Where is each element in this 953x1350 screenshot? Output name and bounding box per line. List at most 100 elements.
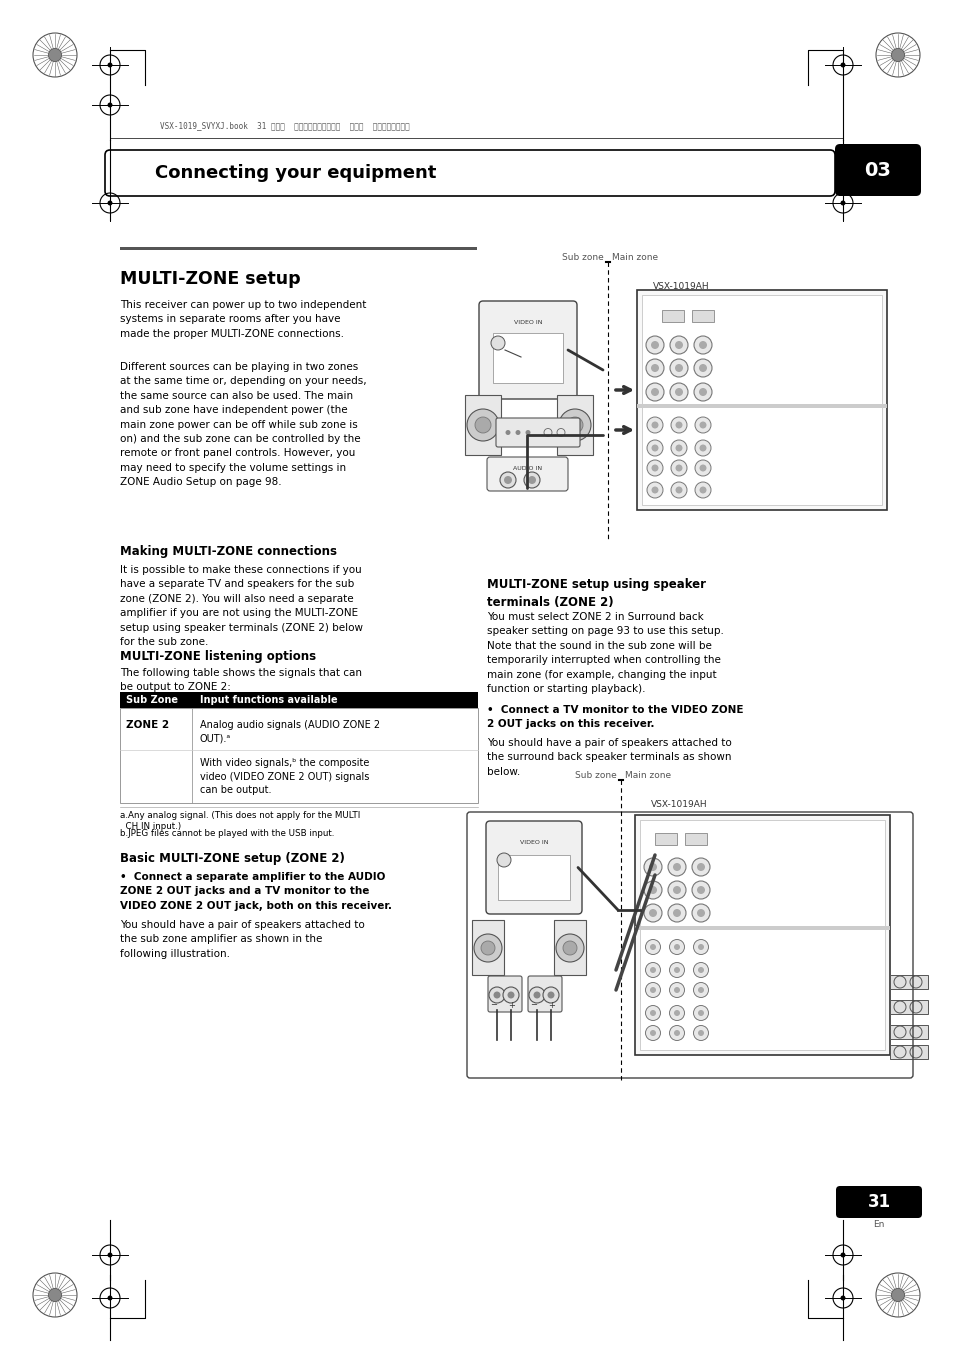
Text: −: − (490, 1000, 497, 1010)
Circle shape (497, 853, 511, 867)
Circle shape (675, 444, 681, 451)
Circle shape (646, 460, 662, 477)
FancyBboxPatch shape (834, 144, 920, 196)
Circle shape (491, 336, 504, 350)
Circle shape (650, 364, 659, 373)
Circle shape (670, 482, 686, 498)
Circle shape (890, 49, 903, 62)
Circle shape (693, 940, 708, 954)
Circle shape (669, 1026, 684, 1041)
Circle shape (649, 967, 656, 973)
Circle shape (698, 944, 703, 950)
Text: Main zone: Main zone (612, 252, 658, 262)
Text: +: + (548, 1000, 555, 1010)
Bar (889, 975, 927, 990)
Circle shape (673, 944, 679, 950)
Circle shape (533, 991, 540, 999)
Text: You should have a pair of speakers attached to
the surround back speaker termina: You should have a pair of speakers attac… (486, 738, 731, 776)
Circle shape (645, 983, 659, 998)
Circle shape (670, 417, 686, 433)
Circle shape (669, 336, 687, 354)
Circle shape (475, 417, 491, 433)
Text: Main zone: Main zone (624, 771, 670, 780)
Circle shape (650, 387, 659, 396)
Circle shape (566, 417, 582, 433)
Text: Sub zone: Sub zone (561, 252, 603, 262)
Bar (635, 926, 889, 930)
Circle shape (108, 1253, 112, 1257)
Text: You must select ZONE 2 in Surround back
speaker setting on page 93 to use this s: You must select ZONE 2 in Surround back … (486, 612, 723, 694)
Circle shape (699, 342, 706, 350)
Text: The following table shows the signals that can
be output to ZONE 2:: The following table shows the signals th… (120, 668, 361, 693)
Circle shape (672, 863, 680, 871)
Circle shape (890, 1288, 903, 1301)
Bar (661, 310, 683, 323)
FancyBboxPatch shape (527, 976, 561, 1012)
Bar (120, 247, 476, 250)
Circle shape (502, 987, 518, 1003)
Circle shape (698, 1030, 703, 1035)
Text: 03: 03 (863, 161, 890, 180)
FancyBboxPatch shape (637, 290, 886, 510)
Circle shape (499, 472, 516, 487)
Circle shape (669, 1006, 684, 1021)
Circle shape (693, 1006, 708, 1021)
Circle shape (698, 967, 703, 973)
Text: MULTI-ZONE setup using speaker
terminals (ZONE 2): MULTI-ZONE setup using speaker terminals… (486, 578, 705, 609)
Circle shape (673, 987, 679, 994)
Text: VIDEO IN: VIDEO IN (519, 840, 548, 845)
Circle shape (699, 486, 706, 494)
Circle shape (651, 464, 658, 471)
Circle shape (645, 336, 663, 354)
Text: a.Any analog signal. (This does not apply for the MULTI
  CH IN input.): a.Any analog signal. (This does not appl… (120, 811, 360, 832)
Circle shape (667, 904, 685, 922)
Bar (557, 396, 593, 455)
Circle shape (675, 364, 682, 373)
FancyBboxPatch shape (835, 1187, 921, 1218)
Circle shape (649, 987, 656, 994)
FancyBboxPatch shape (485, 821, 581, 914)
Text: MULTI-ZONE setup: MULTI-ZONE setup (120, 270, 300, 288)
Text: En: En (872, 1220, 883, 1228)
Circle shape (49, 1288, 62, 1301)
Bar (120, 693, 477, 707)
Bar (497, 855, 569, 900)
Circle shape (651, 444, 658, 451)
Circle shape (646, 482, 662, 498)
Circle shape (691, 904, 709, 922)
Bar (639, 819, 884, 1050)
Circle shape (840, 201, 844, 205)
Circle shape (562, 941, 577, 954)
Circle shape (108, 201, 112, 205)
Circle shape (693, 336, 711, 354)
Circle shape (691, 882, 709, 899)
Circle shape (525, 431, 530, 435)
Circle shape (651, 421, 658, 428)
Text: b.JPEG files cannot be played with the USB input.: b.JPEG files cannot be played with the U… (120, 829, 334, 838)
Circle shape (669, 359, 687, 377)
Circle shape (529, 987, 544, 1003)
Circle shape (467, 409, 498, 441)
Circle shape (893, 1000, 905, 1012)
Text: Sub zone: Sub zone (575, 771, 617, 780)
Circle shape (507, 991, 514, 999)
Bar (472, 919, 503, 975)
Text: −: − (530, 1000, 537, 1010)
Circle shape (542, 987, 558, 1003)
Circle shape (474, 934, 501, 963)
Text: VSX-1019AH: VSX-1019AH (650, 801, 707, 809)
Circle shape (49, 49, 62, 62)
Bar (889, 1025, 927, 1040)
FancyBboxPatch shape (478, 301, 577, 400)
Circle shape (893, 1026, 905, 1038)
Circle shape (670, 440, 686, 456)
Circle shape (669, 383, 687, 401)
Text: •  Connect a TV monitor to the VIDEO ZONE
2 OUT jacks on this receiver.: • Connect a TV monitor to the VIDEO ZONE… (486, 705, 742, 729)
Circle shape (695, 460, 710, 477)
Circle shape (651, 486, 658, 494)
Circle shape (698, 1010, 703, 1017)
Text: MULTI-ZONE listening options: MULTI-ZONE listening options (120, 649, 315, 663)
Circle shape (909, 1000, 921, 1012)
Text: Analog audio signals (AUDIO ZONE 2
OUT).ᵃ: Analog audio signals (AUDIO ZONE 2 OUT).… (200, 720, 379, 744)
FancyBboxPatch shape (635, 815, 889, 1054)
